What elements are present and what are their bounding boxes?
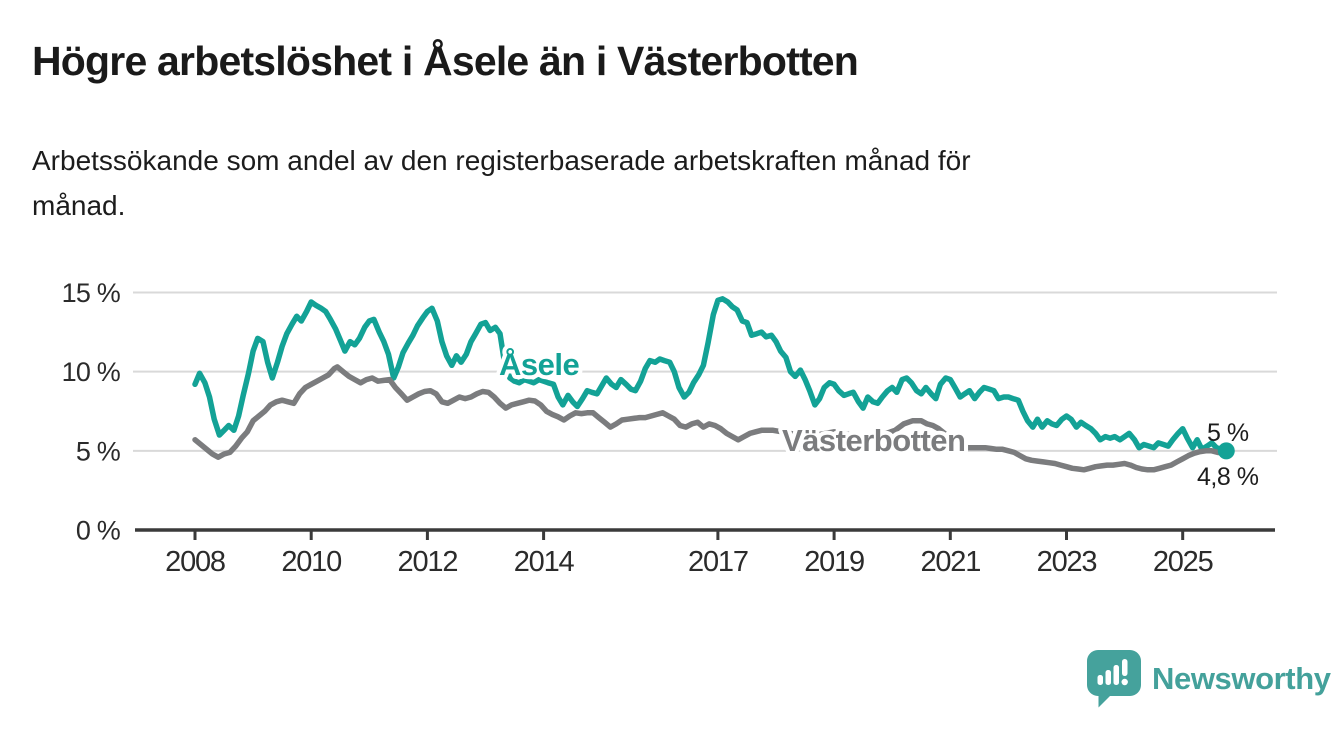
- series-label-asele: Åsele: [499, 347, 579, 382]
- x-tick-label: 2025: [1153, 546, 1213, 578]
- end-value-label: 4,8 %: [1197, 463, 1259, 491]
- series-line-vasterbotten: [192, 364, 1230, 473]
- x-tick-label: 2017: [688, 546, 748, 578]
- newsworthy-logo: Newsworthy: [1087, 650, 1331, 708]
- y-tick-label: 10 %: [62, 357, 121, 387]
- x-tick-label: 2014: [514, 546, 575, 578]
- series-label-vasterbotten: Västerbotten: [782, 423, 965, 458]
- logo-exclamation-stem: [1122, 659, 1128, 676]
- x-tick-label: 2019: [804, 546, 864, 578]
- page-title: Högre arbetslöshet i Åsele än i Västerbo…: [32, 38, 859, 84]
- newsworthy-logo-icon: [1087, 650, 1141, 708]
- x-tick-label: 2010: [281, 546, 341, 578]
- x-tick-label: 2012: [398, 546, 458, 578]
- chart-subtitle: Arbetssökande som andel av den registerb…: [32, 138, 1232, 228]
- y-tick-label: 15 %: [62, 278, 121, 308]
- y-tick-label: 0 %: [76, 516, 121, 546]
- end-point-dot: [1217, 442, 1235, 460]
- series-line-asele: [192, 296, 1230, 454]
- subtitle-line-1: Arbetssökande som andel av den registerb…: [32, 145, 971, 176]
- y-tick-label: 5 %: [76, 436, 121, 466]
- subtitle-line-2: månad.: [32, 190, 126, 221]
- x-tick-label: 2023: [1037, 546, 1097, 578]
- x-tick-label: 2008: [165, 546, 225, 578]
- logo-bar-3: [1113, 665, 1119, 685]
- logo-bar-2: [1105, 670, 1111, 685]
- end-value-label: 5 %: [1207, 419, 1249, 447]
- logo-bar-1: [1097, 675, 1103, 685]
- x-tick-label: 2021: [920, 546, 980, 578]
- logo-exclamation-dot: [1121, 678, 1128, 686]
- newsworthy-logo-text: Newsworthy: [1152, 661, 1331, 696]
